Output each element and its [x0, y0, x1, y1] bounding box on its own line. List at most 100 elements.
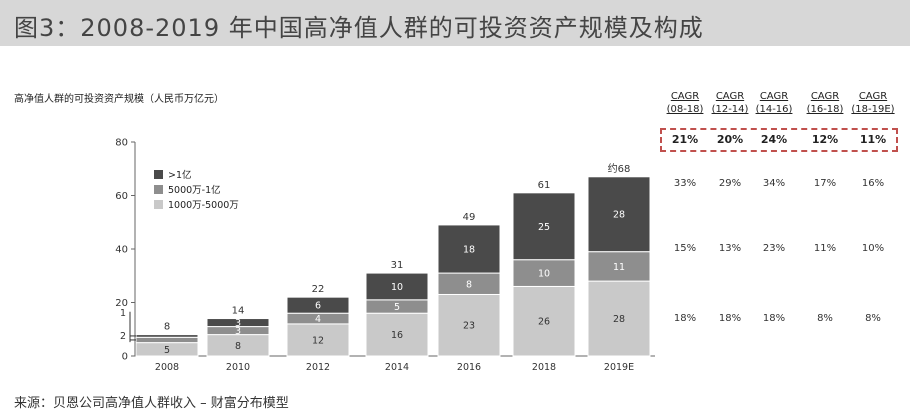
bar-segment: [135, 336, 199, 344]
segment-value-label: 4: [315, 314, 321, 325]
legend-swatch: [154, 170, 163, 179]
segment-value-label: 8: [235, 341, 241, 352]
bar-segment: [206, 318, 270, 328]
stacked-bar-chart: 0204060805820088331420101246222012165103…: [115, 138, 655, 370]
chart-subtitle: 高净值人群的可投资资产规模（人民币万亿元）: [14, 94, 224, 105]
bar-total-label: 61: [538, 180, 551, 191]
bar-total-label: 8: [164, 322, 170, 333]
cagr-value: 33%: [673, 178, 697, 189]
cagr-header-label: CAGR: [810, 91, 840, 102]
segment-value-label: 1: [120, 308, 126, 319]
cagr-total-value: 12%: [811, 133, 839, 146]
cagr-header: CAGR (08-18): [655, 90, 715, 116]
cagr-value: 11%: [813, 243, 837, 254]
bar-segment: [365, 272, 429, 301]
cagr-value: 18%: [718, 313, 742, 324]
segment-value-label: 10: [391, 282, 403, 293]
x-tick-label: 2019E: [604, 362, 634, 370]
legend-swatch: [154, 185, 163, 194]
bar-segment: [437, 293, 501, 357]
bar-segment: [437, 224, 501, 274]
segment-value-label: 3: [235, 326, 241, 337]
cagr-header-range: (16-18): [806, 104, 844, 115]
bar-total-label: 22: [312, 284, 325, 295]
segment-value-label: 2: [120, 331, 126, 342]
cagr-value: 8%: [865, 313, 881, 324]
bar-segment: [286, 323, 350, 357]
cagr-header: CAGR (16-18): [795, 90, 855, 116]
legend-swatch: [154, 200, 163, 209]
segment-value-label: 10: [538, 269, 550, 280]
segment-value-label: 5: [394, 302, 400, 313]
x-tick-label: 2014: [385, 362, 409, 370]
bar-segment: [135, 334, 199, 338]
cagr-total-value: 11%: [859, 133, 887, 146]
cagr-total-value: 21%: [671, 133, 699, 146]
segment-value-label: 5: [164, 345, 170, 356]
cagr-header-range: (12-14): [711, 104, 749, 115]
cagr-value: 34%: [762, 178, 786, 189]
y-tick-label: 80: [115, 138, 128, 149]
cagr-value: 13%: [718, 243, 742, 254]
bar-segment: [512, 285, 576, 357]
bar-segment: [286, 296, 350, 314]
cagr-header-label: CAGR: [759, 91, 789, 102]
y-tick-label: 20: [115, 298, 128, 309]
cagr-header-label: CAGR: [670, 91, 700, 102]
segment-value-label: 8: [466, 279, 472, 290]
cagr-header: CAGR (12-14): [700, 90, 760, 116]
title-bar: 图3：2008-2019 年中国高净值人群的可投资资产规模及构成: [0, 0, 910, 46]
segment-value-label: 28: [613, 314, 625, 325]
bar-total-label: 49: [463, 212, 476, 223]
legend-label: 5000万-1亿: [168, 184, 221, 196]
x-tick-label: 2012: [306, 362, 330, 370]
cagr-value: 23%: [762, 243, 786, 254]
bar-total-label: 31: [391, 260, 404, 271]
segment-value-label: 11: [613, 262, 625, 273]
cagr-value: 15%: [673, 243, 697, 254]
cagr-header-label: CAGR: [858, 91, 888, 102]
cagr-value: 17%: [813, 178, 837, 189]
cagr-total-value: 24%: [760, 133, 788, 146]
cagr-value: 16%: [861, 178, 885, 189]
y-tick-label: 0: [122, 352, 128, 363]
segment-value-label: 3: [235, 318, 241, 329]
y-tick-label: 40: [115, 245, 128, 256]
bar-segment: [587, 280, 651, 357]
x-tick-label: 2016: [457, 362, 481, 370]
segment-value-label: 23: [463, 321, 475, 332]
cagr-header: CAGR (14-16): [744, 90, 804, 116]
segment-value-label: 26: [538, 317, 550, 328]
segment-value-label: 18: [463, 245, 475, 256]
cagr-total-highlight-box: [660, 128, 898, 152]
cagr-value: 29%: [718, 178, 742, 189]
segment-value-label: 12: [312, 335, 324, 346]
legend-label: 1000万-5000万: [168, 200, 239, 211]
cagr-total-value: 20%: [716, 133, 744, 146]
cagr-header-range: (14-16): [755, 104, 793, 115]
cagr-value: 18%: [762, 313, 786, 324]
segment-value-label: 16: [391, 330, 403, 341]
figure-title: 图3：2008-2019 年中国高净值人群的可投资资产规模及构成: [14, 14, 704, 42]
cagr-header-range: (08-18): [666, 104, 704, 115]
x-tick-label: 2010: [226, 362, 250, 370]
cagr-header-label: CAGR: [715, 91, 745, 102]
bar-segment: [587, 176, 651, 253]
cagr-header-range: (18-19E): [851, 104, 895, 115]
cagr-value: 8%: [817, 313, 833, 324]
segment-value-label: 25: [538, 222, 550, 233]
x-tick-label: 2018: [532, 362, 556, 370]
bar-segment: [365, 312, 429, 357]
x-tick-label: 2008: [155, 362, 179, 370]
segment-value-label: 6: [315, 301, 321, 312]
bar-segment: [512, 192, 576, 261]
cagr-value: 18%: [673, 313, 697, 324]
y-tick-label: 60: [115, 191, 128, 202]
bar-total-label: 约68: [608, 162, 631, 175]
legend-label: >1亿: [168, 169, 192, 181]
bar-total-label: 14: [232, 306, 245, 317]
cagr-header: CAGR (18-19E): [843, 90, 903, 116]
segment-value-label: 28: [613, 210, 625, 221]
source-note: 来源：贝恩公司高净值人群收入 – 财富分布模型: [14, 396, 289, 411]
bar-segment: [587, 251, 651, 282]
